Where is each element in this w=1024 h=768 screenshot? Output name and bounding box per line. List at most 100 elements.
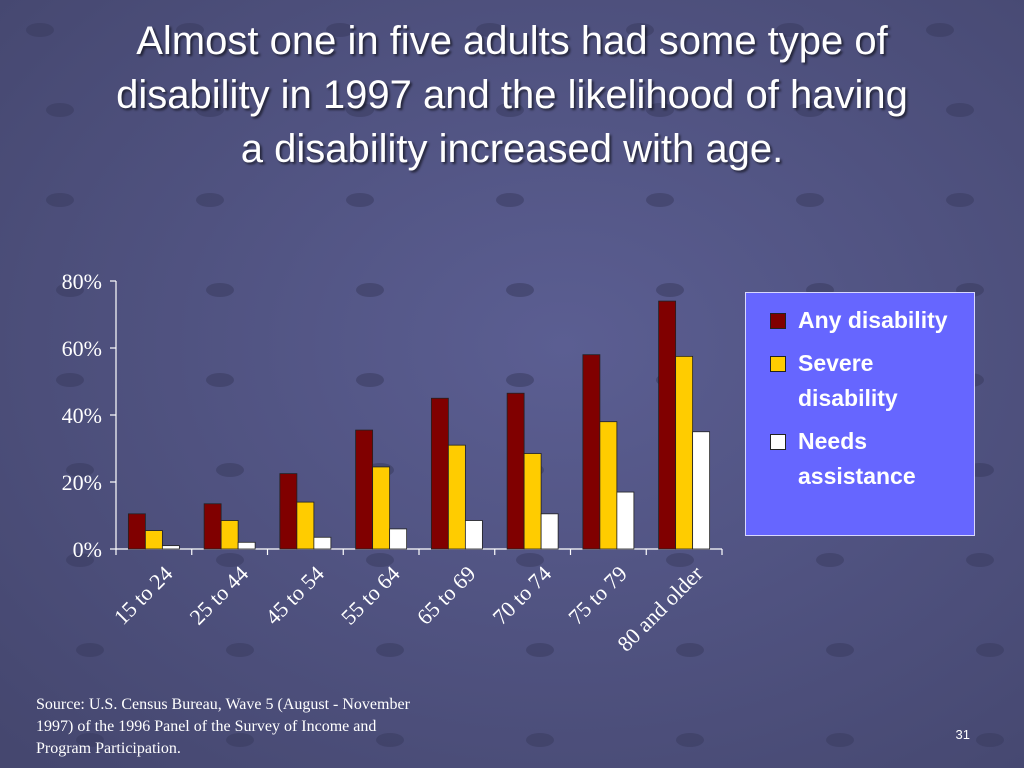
legend-label: Needs assistance	[798, 428, 916, 489]
slide-number: 31	[955, 727, 970, 742]
background-dot	[506, 373, 534, 387]
background-dot	[966, 553, 994, 567]
background-dot	[76, 643, 104, 657]
y-tick-label: 80%	[62, 269, 102, 294]
bar-severe-disability	[296, 501, 315, 550]
y-tick-label: 20%	[62, 470, 102, 495]
slide-title: Almost one in five adults had some type …	[20, 14, 1004, 176]
bar-needs-assistance	[161, 545, 180, 550]
background-dot	[826, 643, 854, 657]
background-dot	[46, 193, 74, 207]
background-dot	[356, 373, 384, 387]
background-dot	[796, 193, 824, 207]
background-dot	[676, 643, 704, 657]
bar-severe-disability	[372, 466, 391, 550]
y-axis: 0% 20% 40% 60% 80%	[62, 269, 117, 562]
x-tick-label: 65 to 69	[412, 561, 481, 630]
y-tick-label: 0%	[73, 537, 102, 562]
background-dot	[666, 553, 694, 567]
legend-label: Severe disability	[798, 350, 898, 411]
background-dot	[66, 553, 94, 567]
bar-any-disability	[658, 300, 677, 550]
background-dot	[976, 643, 1004, 657]
bar-needs-assistance	[464, 520, 483, 550]
background-dot	[826, 733, 854, 747]
background-dot	[326, 23, 354, 37]
bar-any-disability	[430, 397, 449, 550]
chart-legend: Any disability Severe disability Needs a…	[745, 292, 975, 536]
source-line: 1997) of the 1996 Panel of the Survey of…	[36, 718, 377, 735]
bar-severe-disability	[523, 453, 542, 550]
background-dot	[346, 103, 374, 117]
bar-needs-assistance	[616, 491, 635, 550]
background-dot	[176, 23, 204, 37]
background-dot	[946, 103, 974, 117]
legend-item-any-disability: Any disability	[770, 303, 962, 338]
y-tick-label: 40%	[62, 403, 102, 428]
y-tick-label: 60%	[62, 336, 102, 361]
background-dot	[196, 193, 224, 207]
x-axis	[115, 548, 723, 555]
background-dot	[356, 283, 384, 297]
bar-severe-disability	[599, 421, 618, 550]
legend-label: Any disability	[798, 307, 948, 333]
bar-needs-assistance	[692, 431, 711, 550]
title-line: disability in 1997 and the likelihood of…	[116, 73, 908, 117]
source-line: Source: U.S. Census Bureau, Wave 5 (Augu…	[36, 696, 410, 713]
legend-swatch	[770, 356, 786, 372]
background-dot	[946, 193, 974, 207]
x-tick-label: 25 to 44	[184, 561, 253, 630]
bar-severe-disability	[144, 530, 163, 550]
background-dot	[506, 283, 534, 297]
background-dot	[46, 103, 74, 117]
bar-needs-assistance	[540, 513, 559, 550]
background-dot	[526, 733, 554, 747]
background-dot	[56, 283, 84, 297]
background-dot	[346, 193, 374, 207]
background-dot	[226, 643, 254, 657]
background-dot	[526, 643, 554, 657]
bar-any-disability	[127, 513, 146, 550]
bar-any-disability	[279, 473, 298, 550]
legend-swatch	[770, 313, 786, 329]
background-dot	[816, 553, 844, 567]
background-dot	[196, 103, 224, 117]
bar-any-disability	[582, 354, 601, 550]
background-dot	[646, 193, 674, 207]
source-line: Program Participation.	[36, 740, 181, 757]
background-dot	[366, 553, 394, 567]
x-tick-label: 75 to 79	[563, 561, 632, 630]
background-dot	[216, 553, 244, 567]
background-dot	[516, 553, 544, 567]
bar-any-disability	[355, 429, 374, 550]
background-dot	[626, 23, 654, 37]
background-dot	[646, 103, 674, 117]
bar-needs-assistance	[389, 528, 408, 550]
bar-severe-disability	[675, 355, 694, 550]
title-line: a disability increased with age.	[240, 127, 784, 171]
title-line: Almost one in five adults had some type …	[136, 19, 888, 63]
background-dot	[206, 373, 234, 387]
background-dot	[26, 23, 54, 37]
background-dot	[926, 23, 954, 37]
background-dot	[976, 733, 1004, 747]
background-dot	[496, 103, 524, 117]
bar-severe-disability	[220, 520, 239, 550]
background-dot	[216, 463, 244, 477]
category-labels: 15 to 24 25 to 44 45 to 54 55 to 64 65 to 69…	[109, 560, 708, 656]
x-tick-label: 15 to 24	[109, 561, 178, 630]
background-dot	[476, 23, 504, 37]
legend-swatch	[770, 434, 786, 450]
background-dot	[376, 733, 404, 747]
legend-item-needs-assistance: Needs assistance	[770, 424, 962, 494]
bar-any-disability	[203, 503, 222, 550]
background-dot	[376, 643, 404, 657]
background-dot	[76, 733, 104, 747]
source-note: Source: U.S. Census Bureau, Wave 5 (Augu…	[36, 694, 516, 760]
x-tick-label: 55 to 64	[336, 561, 405, 630]
bar-needs-assistance	[313, 536, 332, 550]
background-dot	[796, 103, 824, 117]
legend-item-severe-disability: Severe disability	[770, 346, 962, 416]
bar-any-disability	[506, 392, 525, 550]
background-dot	[226, 733, 254, 747]
